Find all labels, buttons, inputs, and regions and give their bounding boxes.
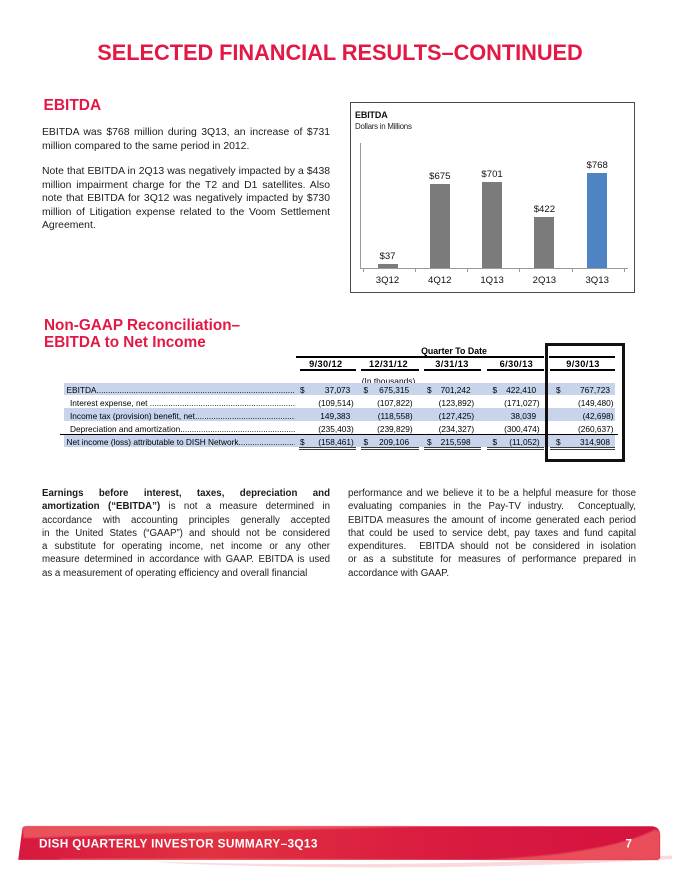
svg-text:7: 7 — [626, 839, 632, 851]
svg-text:DISH QUARTERLY INVESTOR SUMMAR: DISH QUARTERLY INVESTOR SUMMARY–3Q13 — [39, 837, 318, 851]
